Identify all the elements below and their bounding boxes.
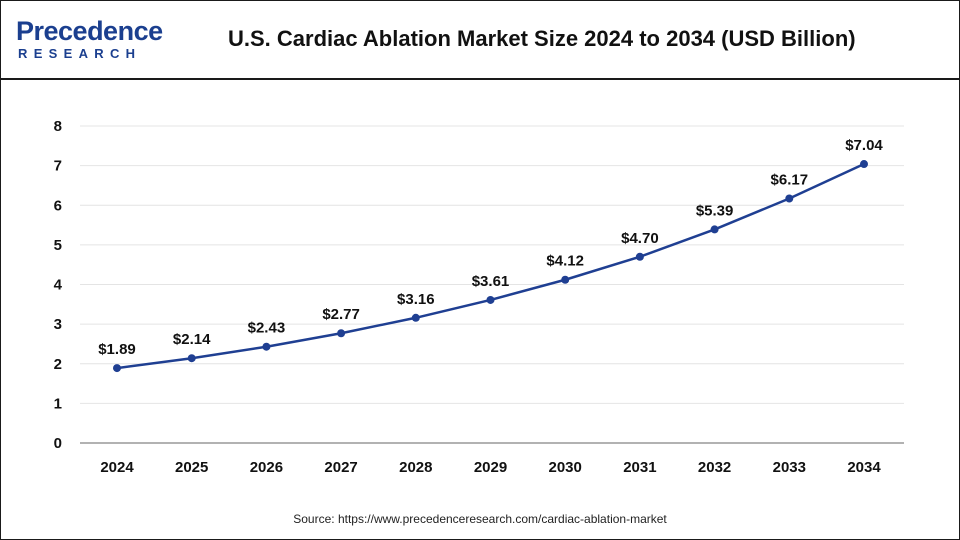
y-tick-label: 8 [54, 118, 62, 135]
data-point [710, 225, 719, 234]
x-tick-label: 2027 [324, 459, 357, 476]
data-label: $3.61 [472, 273, 510, 290]
x-tick-label: 2033 [773, 459, 806, 476]
data-point [860, 160, 868, 169]
data-label: $5.39 [696, 202, 734, 219]
data-point [187, 354, 196, 363]
x-tick-label: 2029 [474, 459, 507, 476]
data-label: $4.12 [546, 253, 584, 270]
x-tick-label: 2030 [549, 459, 582, 476]
data-point [785, 194, 794, 203]
logo-wordmark: Precedence [16, 16, 163, 46]
data-label: $3.16 [397, 291, 435, 308]
data-label: $2.43 [248, 320, 286, 337]
source-note: Source: https://www.precedenceresearch.c… [293, 512, 667, 526]
x-tick-label: 2032 [698, 459, 731, 476]
x-tick-label: 2025 [175, 459, 208, 476]
y-tick-label: 6 [54, 197, 62, 214]
x-tick-label: 2034 [847, 459, 881, 476]
data-point [113, 364, 121, 373]
data-point [561, 275, 570, 284]
y-tick-label: 2 [54, 356, 62, 373]
brand-logo: Precedence RESEARCH [16, 14, 166, 64]
data-label: $2.77 [322, 306, 360, 323]
data-point [262, 342, 271, 351]
x-tick-label: 2028 [399, 459, 432, 476]
data-point [337, 329, 346, 338]
x-tick-label: 2026 [250, 459, 283, 476]
y-tick-label: 1 [54, 395, 62, 412]
y-tick-label: 7 [54, 158, 62, 175]
x-tick-label: 2031 [623, 459, 656, 476]
x-tick-label: 2024 [100, 459, 134, 476]
y-tick-label: 3 [54, 316, 62, 333]
header-bar: Precedence RESEARCH U.S. Cardiac Ablatio… [0, 0, 960, 80]
data-label: $1.89 [98, 341, 136, 358]
y-tick-label: 5 [54, 237, 62, 254]
data-label: $4.70 [621, 230, 659, 247]
data-label: $6.17 [771, 172, 809, 189]
logo-subtitle: RESEARCH [18, 46, 142, 61]
data-point [486, 295, 495, 304]
series-line [116, 162, 865, 370]
data-point [635, 252, 644, 261]
data-label: $7.04 [845, 137, 883, 154]
y-tick-label: 0 [54, 435, 62, 452]
data-point [411, 313, 420, 322]
data-label: $2.14 [173, 331, 211, 348]
y-tick-label: 4 [54, 277, 63, 294]
chart-title: U.S. Cardiac Ablation Market Size 2024 t… [228, 26, 856, 51]
